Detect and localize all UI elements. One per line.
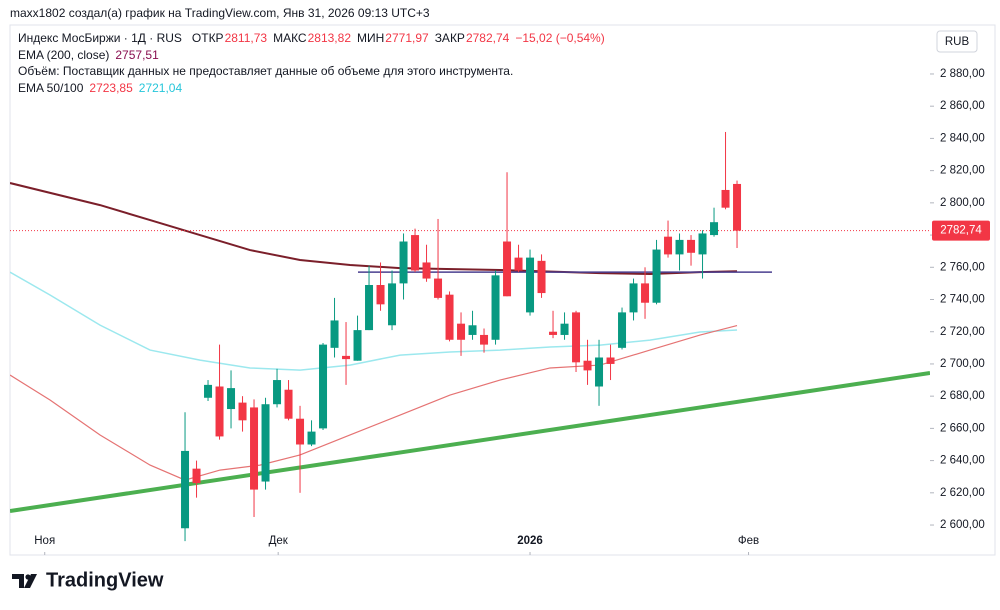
indicator-value: 2757,51 [115,48,159,62]
candle-body [698,233,707,255]
candle-body [445,294,454,340]
candle-body [434,278,443,298]
legend: Индекс МосБиржи · 1Д · RUS ОТКР 2811,73 МАК… [18,31,605,95]
ohlc-key: ЗАКР [435,31,465,45]
candle-body [537,260,546,294]
candle-body [664,236,673,255]
candle-body [215,386,224,437]
currency: RUB [945,36,970,48]
candle-body [468,325,477,335]
candle-body [422,262,431,279]
candle-body [549,331,558,335]
y-tick-label: 2 880,00 [940,68,985,80]
indicator-value: 2721,04 [139,81,183,95]
y-tick-label: 2 680,00 [940,390,985,402]
candle-body [687,239,696,253]
ohlc-key: МИН [357,31,384,45]
indicator-name: EMA (200, close) [18,48,109,62]
candle-body [457,323,466,340]
candle-body [250,407,259,490]
y-tick-label: 2 800,00 [940,197,985,209]
y-tick-label: 2 840,00 [940,132,985,144]
frame [9,24,996,556]
candle-body [284,389,293,419]
candle-body [353,330,362,361]
y-tick-label: 2 700,00 [940,358,985,370]
candle-body [342,355,351,360]
candle-body [618,312,627,348]
line-series [10,324,738,481]
candle-body [514,257,523,271]
candle-body [710,222,719,236]
ohlc-value: 2813,82 [308,31,352,45]
brand-logo [12,574,37,588]
y-tick-label: 2 740,00 [940,294,985,306]
candle-body [491,275,500,340]
candle-body [192,468,201,484]
candle-body [376,285,385,305]
candle-body [595,357,604,387]
plot [10,131,930,542]
y-tick-label: 2 760,00 [940,261,985,273]
y-tick-label: 2 620,00 [940,487,985,499]
candle-body [560,323,569,335]
y-tick-label: 2 640,00 [940,455,985,467]
candle-body [583,360,592,371]
change: −15,02 (−0,54%) [515,31,604,45]
indicator-value: 2723,85 [89,81,133,95]
y-tick-label: 2 720,00 [940,326,985,338]
candle-body [238,402,247,421]
line-series [10,271,738,371]
candle-body [629,283,638,313]
price-label-box [932,220,990,241]
candle-body [261,404,270,482]
y-tick-label: 2 660,00 [940,422,985,434]
line-series [10,182,738,276]
y-tick-label: 2 860,00 [940,100,985,112]
candle-body [606,357,615,364]
x-tick-label: 2026 [517,535,543,547]
symbol: Индекс МосБиржи · 1Д · RUS [18,31,182,45]
ohlc-key: МАКС [273,31,307,45]
candle-body [480,334,489,345]
y-tick-label: 2 820,00 [940,165,985,177]
candle-body [388,283,397,326]
brand: TradingView [46,569,164,591]
volume-note: Объём: Поставщик данных не предоставляет… [18,64,513,78]
candle-body [572,312,581,363]
line-series [10,370,930,513]
candle-body [296,418,305,445]
candle-body [526,257,535,313]
candle-body [330,320,339,348]
ohlc-value: 2811,73 [225,31,268,45]
candle-body [641,283,650,303]
candle-body [733,183,742,231]
price-label: 2782,74 [940,225,982,237]
candle-body [319,344,328,429]
y-tick-label: 2 600,00 [940,519,985,531]
candle-body [721,189,730,208]
candle-body [411,235,420,271]
x-tick-label: Ноя [34,535,55,547]
ohlc-key: ОТКР [192,31,224,45]
candle-body [204,384,213,398]
candle-body [675,239,684,255]
candle-body [365,285,374,331]
currency-button[interactable] [936,30,978,53]
candle-body [307,431,316,445]
candle-body [181,450,190,529]
candle-body [227,388,236,410]
ohlc-value: 2782,74 [466,31,510,45]
candle-body [503,241,512,297]
candle-body [273,380,282,405]
x-tick-label: Дек [269,535,289,547]
indicator-name: EMA 50/100 [18,81,84,95]
x-tick-label: Фев [738,535,759,547]
ohlc-value: 2771,97 [385,31,429,45]
candle-body [399,241,408,284]
credit: maxx1802 создал(а) график на TradingView… [10,6,430,20]
candle-body [652,249,661,303]
